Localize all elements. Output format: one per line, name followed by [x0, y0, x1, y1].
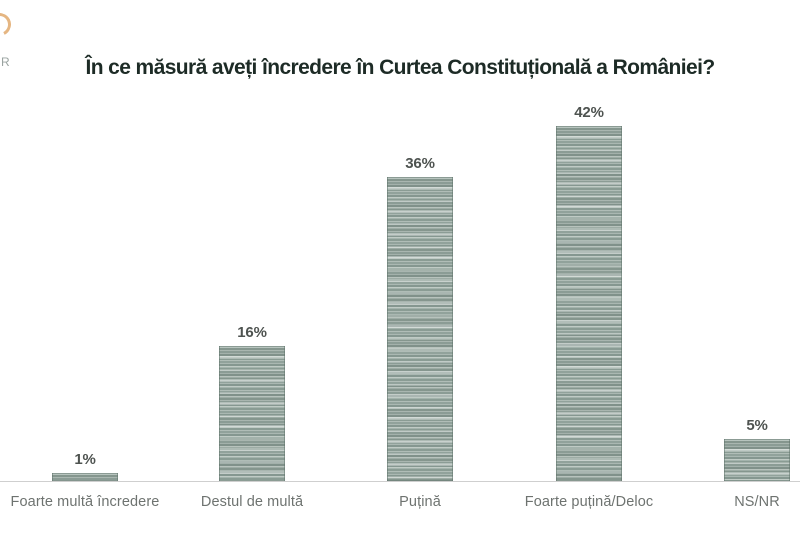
bar-group-putina: 36%	[387, 155, 453, 481]
bar-putina	[387, 176, 453, 481]
bar-destul-de-multa	[219, 345, 285, 481]
bar-ns-nr	[724, 438, 790, 481]
category-label-ns-nr: NS/NR	[734, 494, 780, 510]
category-label-destul-de-multa: Destul de multă	[200, 494, 304, 510]
bar-foarte-multa	[52, 472, 118, 481]
value-label: 16%	[237, 323, 267, 341]
value-label: 36%	[405, 154, 435, 172]
x-axis-baseline	[0, 481, 800, 482]
value-label: 42%	[574, 104, 604, 122]
logo-letter-fragment: R	[1, 55, 11, 69]
bar-foarte-putina-deloc	[556, 126, 622, 481]
category-label-foarte-putina-deloc: Foarte puțină/Deloc	[524, 494, 654, 510]
bar-group-foarte-putina-deloc: 42%	[556, 104, 622, 481]
category-label-putina: Puțină	[399, 494, 441, 510]
category-label-foarte-multa: Foarte multă încredere	[10, 494, 160, 510]
chart-title: În ce măsură aveți încredere în Curtea C…	[85, 56, 715, 79]
value-label: 5%	[746, 416, 768, 434]
bar-group-destul-de-multa: 16%	[219, 324, 285, 481]
bar-group-foarte-multa: 1%	[52, 451, 118, 481]
bar-group-ns-nr: 5%	[724, 417, 790, 481]
value-label: 1%	[74, 450, 96, 468]
